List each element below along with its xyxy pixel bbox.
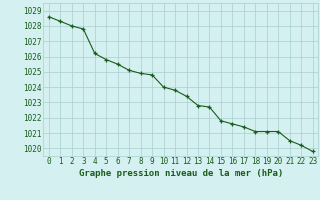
X-axis label: Graphe pression niveau de la mer (hPa): Graphe pression niveau de la mer (hPa) [79,169,283,178]
